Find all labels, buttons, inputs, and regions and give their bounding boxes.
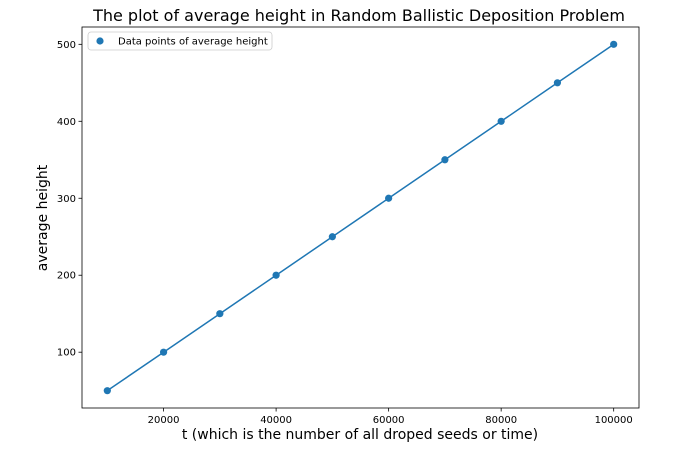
data-point: [272, 271, 280, 279]
x-axis: 20000 40000 60000 80000 100000: [148, 408, 633, 426]
legend-label: Data points of average height: [118, 37, 268, 48]
y-axis-label: average height: [35, 164, 51, 271]
data-point: [103, 387, 111, 395]
data-point: [216, 310, 224, 318]
data-point: [441, 156, 449, 164]
x-tick-label: 40000: [260, 415, 292, 426]
plot-area: 20000 40000 60000 80000 100000 100 200 300 400 5…: [57, 26, 640, 426]
x-axis-label: t (which is the number of all droped see…: [182, 427, 538, 443]
legend: Data points of average height: [87, 31, 273, 51]
series-points: [103, 40, 618, 395]
series-line: [106, 43, 615, 392]
data-point: [159, 348, 168, 356]
x-tick-label: 100000: [595, 415, 633, 426]
plot-frame: [81, 26, 640, 409]
y-tick-label: 300: [57, 194, 76, 205]
chart-title: The plot of average height in Random Bal…: [92, 6, 625, 25]
y-axis: 100 200 300 400 500: [57, 40, 82, 359]
legend-box: [87, 31, 273, 51]
legend-marker: [96, 37, 104, 45]
y-tick-label: 500: [57, 40, 76, 51]
y-tick-label: 200: [57, 271, 76, 282]
data-point: [385, 194, 393, 202]
data-point: [553, 79, 562, 87]
x-tick-label: 20000: [148, 415, 180, 426]
data-point: [328, 233, 336, 241]
data-point: [497, 117, 505, 125]
y-tick-label: 400: [57, 117, 76, 128]
x-tick-label: 60000: [373, 415, 405, 426]
y-tick-label: 100: [57, 348, 76, 359]
data-point: [610, 40, 618, 48]
x-tick-label: 80000: [485, 415, 517, 426]
